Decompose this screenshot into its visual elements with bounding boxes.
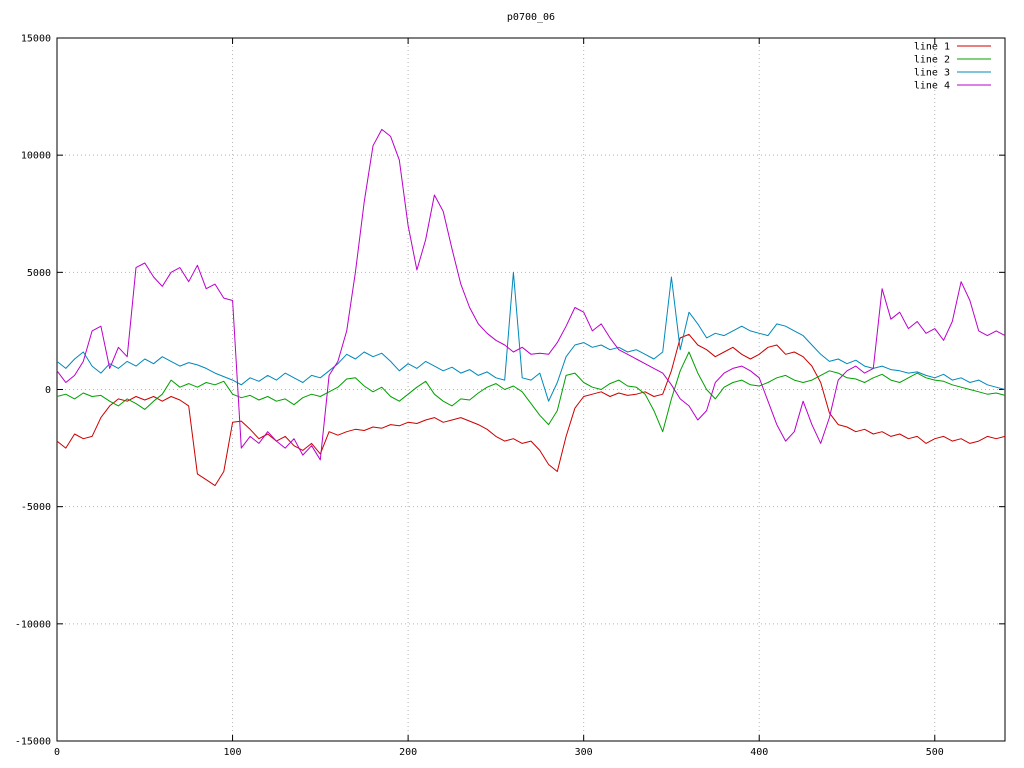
y-tick-label: 15000 <box>21 34 51 45</box>
y-tick-label: -15000 <box>15 737 51 748</box>
x-tick-label: 100 <box>224 747 242 758</box>
y-tick-label: 0 <box>45 385 51 396</box>
chart-title: p0700_06 <box>507 12 555 23</box>
legend-label: line 4 <box>914 81 950 92</box>
plot-contents: -15000 -10000 -5000 0 5000 10000 15000 0 100 200 3… <box>15 34 1006 758</box>
plot-border <box>56 37 1006 742</box>
series-line-1 <box>56 333 1006 487</box>
x-tick-label: 200 <box>399 747 417 758</box>
y-tick-label: -5000 <box>21 502 51 513</box>
x-tick-label: 500 <box>926 747 944 758</box>
x-tick-label: 0 <box>54 747 60 758</box>
legend-label: line 2 <box>914 55 950 66</box>
series-line-2 <box>56 351 1006 433</box>
y-tick-label: -10000 <box>15 619 51 630</box>
y-tick-label: 5000 <box>27 268 51 279</box>
x-tick-label: 400 <box>750 747 768 758</box>
y-tick-label: 10000 <box>21 151 51 162</box>
x-tick-label: 300 <box>575 747 593 758</box>
series-line-3 <box>56 271 1006 402</box>
series-line-4 <box>56 128 1006 461</box>
legend-label: line 3 <box>914 68 950 79</box>
legend-label: line 1 <box>914 42 950 53</box>
